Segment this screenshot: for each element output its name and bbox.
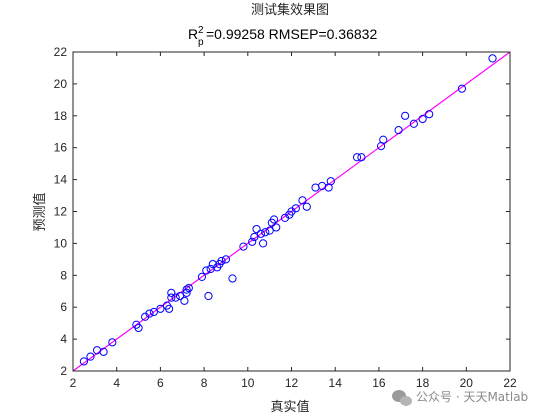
- y-tick-label: 2: [60, 364, 67, 378]
- data-point-7: [134, 323, 143, 333]
- y-tick-label: 12: [54, 205, 68, 219]
- y-tick-label: 18: [54, 109, 68, 123]
- data-point-41: [269, 215, 279, 224]
- chart-subtitle: R 2 p =0.99258 RMSEP=0.36832: [188, 25, 377, 48]
- y-tick-label: 6: [60, 300, 67, 314]
- y-tick-label: 10: [54, 236, 68, 250]
- data-point-57: [394, 126, 403, 135]
- data-point-10: [149, 307, 158, 317]
- data-point-58: [401, 111, 410, 120]
- x-tick-label: 22: [503, 376, 517, 390]
- data-point-61: [425, 110, 434, 119]
- y-axis-label: 预测值: [32, 192, 48, 231]
- data-point-39: [265, 226, 274, 235]
- data-point-42: [272, 223, 281, 232]
- data-point-30: [221, 255, 231, 264]
- data-point-24: [204, 291, 213, 301]
- x-axis-label: 真实值: [270, 399, 309, 415]
- x-tick-label: 10: [241, 376, 255, 390]
- data-point-59: [409, 119, 418, 128]
- data-point-5: [108, 338, 117, 347]
- x-tick-label: 4: [113, 376, 120, 390]
- data-point-18: [180, 296, 189, 305]
- data-point-37: [258, 239, 268, 248]
- data-point-35: [252, 224, 261, 234]
- subtitle-r-superscript: 2: [198, 25, 204, 36]
- y-tick-label: 14: [54, 173, 68, 187]
- x-tick-label: 6: [157, 376, 164, 390]
- x-tick-label: 8: [201, 376, 208, 390]
- data-point-13: [165, 304, 174, 313]
- points-layer: [79, 54, 497, 366]
- data-point-17: [175, 291, 185, 301]
- data-point-2: [86, 352, 95, 361]
- x-tick-label: 16: [372, 376, 386, 390]
- data-point-4: [99, 347, 108, 356]
- data-point-14: [167, 293, 176, 302]
- data-point-48: [302, 202, 311, 211]
- data-point-19: [182, 288, 191, 297]
- y-tick-label: 4: [60, 332, 67, 346]
- data-point-22: [197, 272, 207, 281]
- y-tick-label: 20: [54, 77, 68, 91]
- data-point-36: [256, 229, 266, 238]
- watermark: 公众号 · 天天Matlab: [392, 390, 528, 406]
- subtitle-r-letter: R: [188, 26, 198, 42]
- data-point-9: [145, 309, 154, 318]
- data-point-32: [239, 242, 248, 251]
- data-point-47: [298, 196, 307, 205]
- y-tick-label: 22: [54, 45, 68, 59]
- data-point-16: [171, 293, 180, 302]
- x-tick-label: 18: [416, 376, 430, 390]
- data-point-46: [291, 204, 300, 213]
- data-point-60: [418, 114, 427, 124]
- data-point-33: [248, 237, 257, 246]
- data-point-21: [184, 283, 193, 293]
- data-point-20: [182, 285, 191, 294]
- data-point-63: [488, 54, 497, 63]
- data-point-15: [167, 288, 176, 297]
- wechat-icon: [392, 390, 412, 406]
- subtitle-r-subscript: p: [198, 37, 204, 48]
- x-tick-label: 12: [285, 376, 299, 390]
- data-point-38: [261, 228, 270, 237]
- data-point-56: [379, 135, 388, 144]
- data-point-54: [357, 153, 366, 162]
- data-point-34: [250, 232, 259, 242]
- data-point-62: [457, 84, 467, 93]
- x-tick-label: 14: [329, 376, 343, 390]
- chart-title: 测试集效果图: [251, 2, 329, 18]
- data-point-31: [228, 274, 237, 283]
- data-point-1: [79, 357, 89, 366]
- data-point-53: [352, 153, 362, 162]
- data-point-23: [202, 266, 211, 275]
- y-tick-label: 16: [54, 141, 68, 155]
- y-tick-label: 8: [60, 268, 67, 282]
- data-point-52: [326, 177, 335, 186]
- watermark-text: 公众号 · 天天Matlab: [416, 390, 528, 404]
- data-point-29: [217, 256, 226, 266]
- axes-box: [72, 51, 511, 372]
- x-tick-label: 2: [70, 376, 77, 390]
- x-tick-label: 20: [460, 376, 474, 390]
- data-point-11: [156, 304, 165, 313]
- subtitle-metrics: =0.99258 RMSEP=0.36832: [206, 26, 377, 42]
